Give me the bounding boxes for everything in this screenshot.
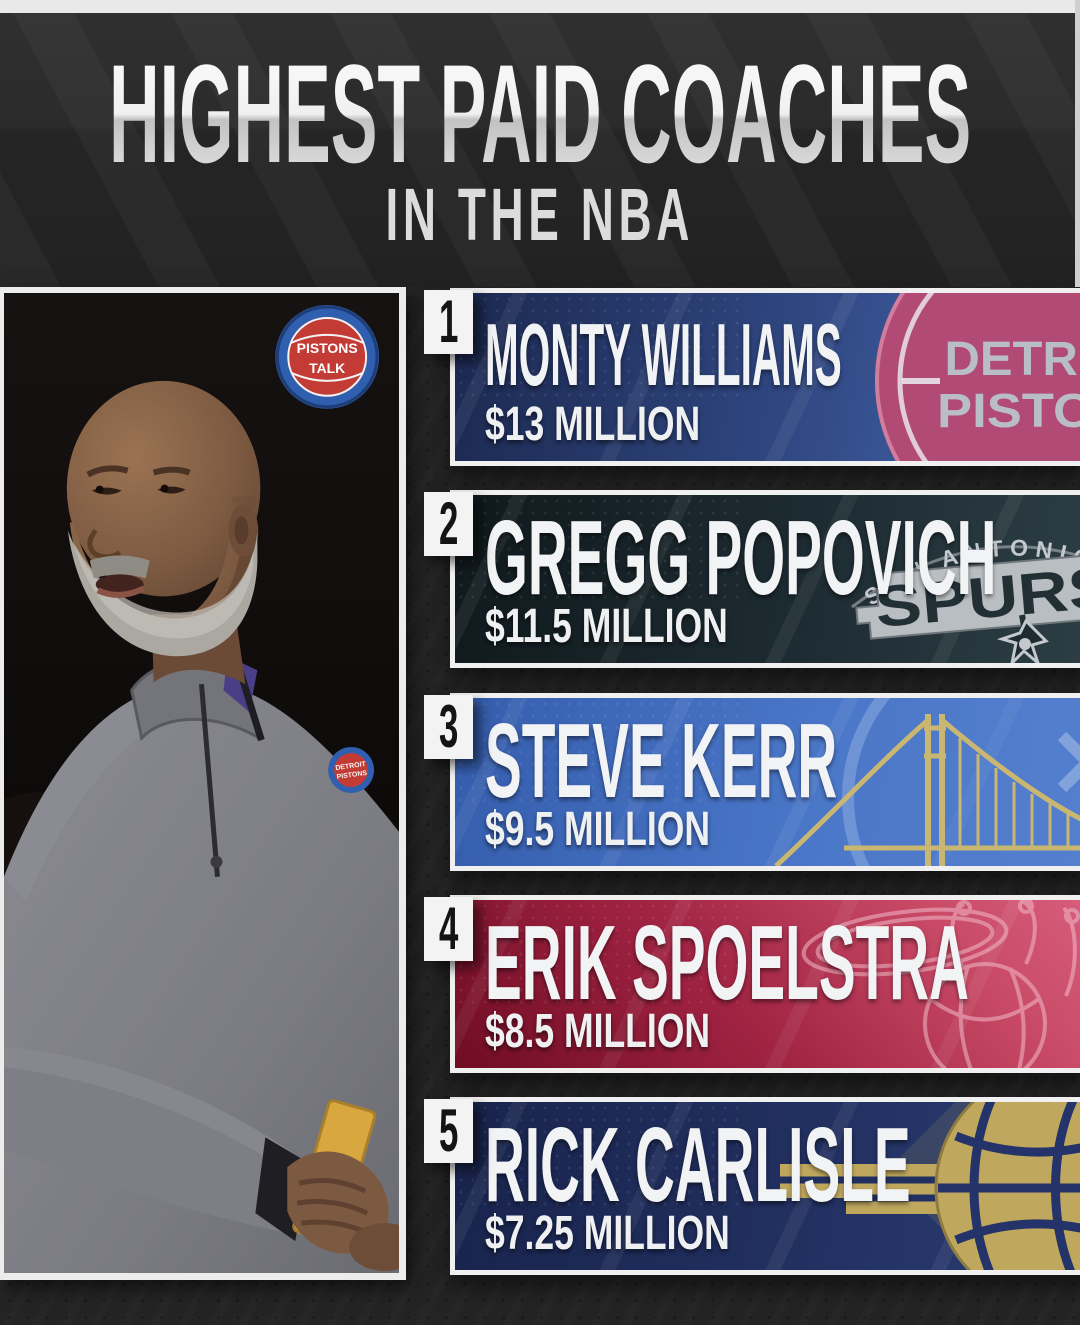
golden-state-warriors-logo	[770, 698, 1080, 866]
coach-name: RICK CARLISLE	[485, 1106, 911, 1224]
rank-badge-3: 3	[424, 695, 473, 759]
coach-name: STEVE KERR	[485, 702, 838, 820]
rank-badge-4: 4	[424, 897, 473, 961]
indiana-pacers-logo	[760, 1102, 1080, 1270]
top-edge-strip	[0, 0, 1080, 13]
row-background	[455, 900, 1080, 1068]
coach-salary: $8.5 MILLION	[485, 1005, 711, 1058]
coach-name: ERIK SPOELSTRA	[485, 904, 969, 1022]
zipper	[199, 683, 220, 878]
miami-heat-logo	[790, 900, 1080, 1068]
san-antonio-spurs-logo: SAN ANTONIO SPURS	[790, 495, 1080, 663]
pistons-logo-line2: PISTONS	[937, 385, 1080, 438]
pistons-logo-line1: DETROIT	[945, 333, 1080, 386]
coach-salary: $11.5 MILLION	[485, 600, 728, 653]
rank-badge-2: 2	[424, 492, 473, 556]
ranking-row-3: STEVE KERR $9.5 MILLION	[450, 693, 1080, 871]
rank-number: 3	[438, 693, 459, 760]
patch-line2: PISTONS	[336, 770, 367, 781]
patch-line1: DETROIT	[335, 761, 367, 772]
rank-number: 4	[438, 895, 459, 962]
spur-star	[996, 614, 1049, 663]
rank-number: 5	[438, 1097, 459, 1164]
pistons-talk-badge: PISTONS TALK	[275, 304, 380, 409]
ranking-row-4: ERIK SPOELSTRA $8.5 MILLION	[450, 895, 1080, 1073]
coach-portrait-photo: PISTONS TALK DETROIT PISTONS	[0, 287, 406, 1280]
coach-salary: $9.5 MILLION	[485, 803, 711, 856]
page-title: HIGHEST PAID COACHES	[108, 35, 972, 192]
ranking-row-2: SAN ANTONIO SPURS GREGG POPOVICH $11.5 M…	[450, 490, 1080, 668]
rank-badge-5: 5	[424, 1099, 473, 1163]
ranking-row-1: DETROIT PISTONS MONTY WILLIAMS $13 MILLI…	[450, 288, 1080, 466]
portrait-illustration: PISTONS TALK DETROIT PISTONS	[4, 293, 399, 1273]
row-background	[455, 698, 1080, 866]
rank-badge-1: 1	[424, 290, 473, 354]
jacket-pistons-patch: DETROIT PISTONS	[328, 747, 375, 793]
rank-number: 1	[438, 288, 459, 355]
ranking-row-5: RICK CARLISLE $7.25 MILLION	[450, 1097, 1080, 1275]
badge-line1: PISTONS	[297, 340, 358, 356]
badge-line2: TALK	[309, 360, 345, 376]
detroit-pistons-logo: DETROIT PISTONS	[790, 293, 1080, 461]
coach-salary: $13 MILLION	[485, 398, 701, 451]
forearm	[4, 1046, 328, 1236]
right-edge-strip	[1075, 0, 1080, 287]
coach-name: GREGG POPOVICH	[485, 499, 997, 617]
coach-salary: $7.25 MILLION	[485, 1207, 730, 1260]
header: HIGHEST PAID COACHES IN THE NBA	[0, 0, 1080, 287]
coach-name: MONTY WILLIAMS	[485, 305, 842, 404]
rank-number: 2	[438, 490, 459, 557]
page-subtitle: IN THE NBA	[385, 173, 695, 256]
